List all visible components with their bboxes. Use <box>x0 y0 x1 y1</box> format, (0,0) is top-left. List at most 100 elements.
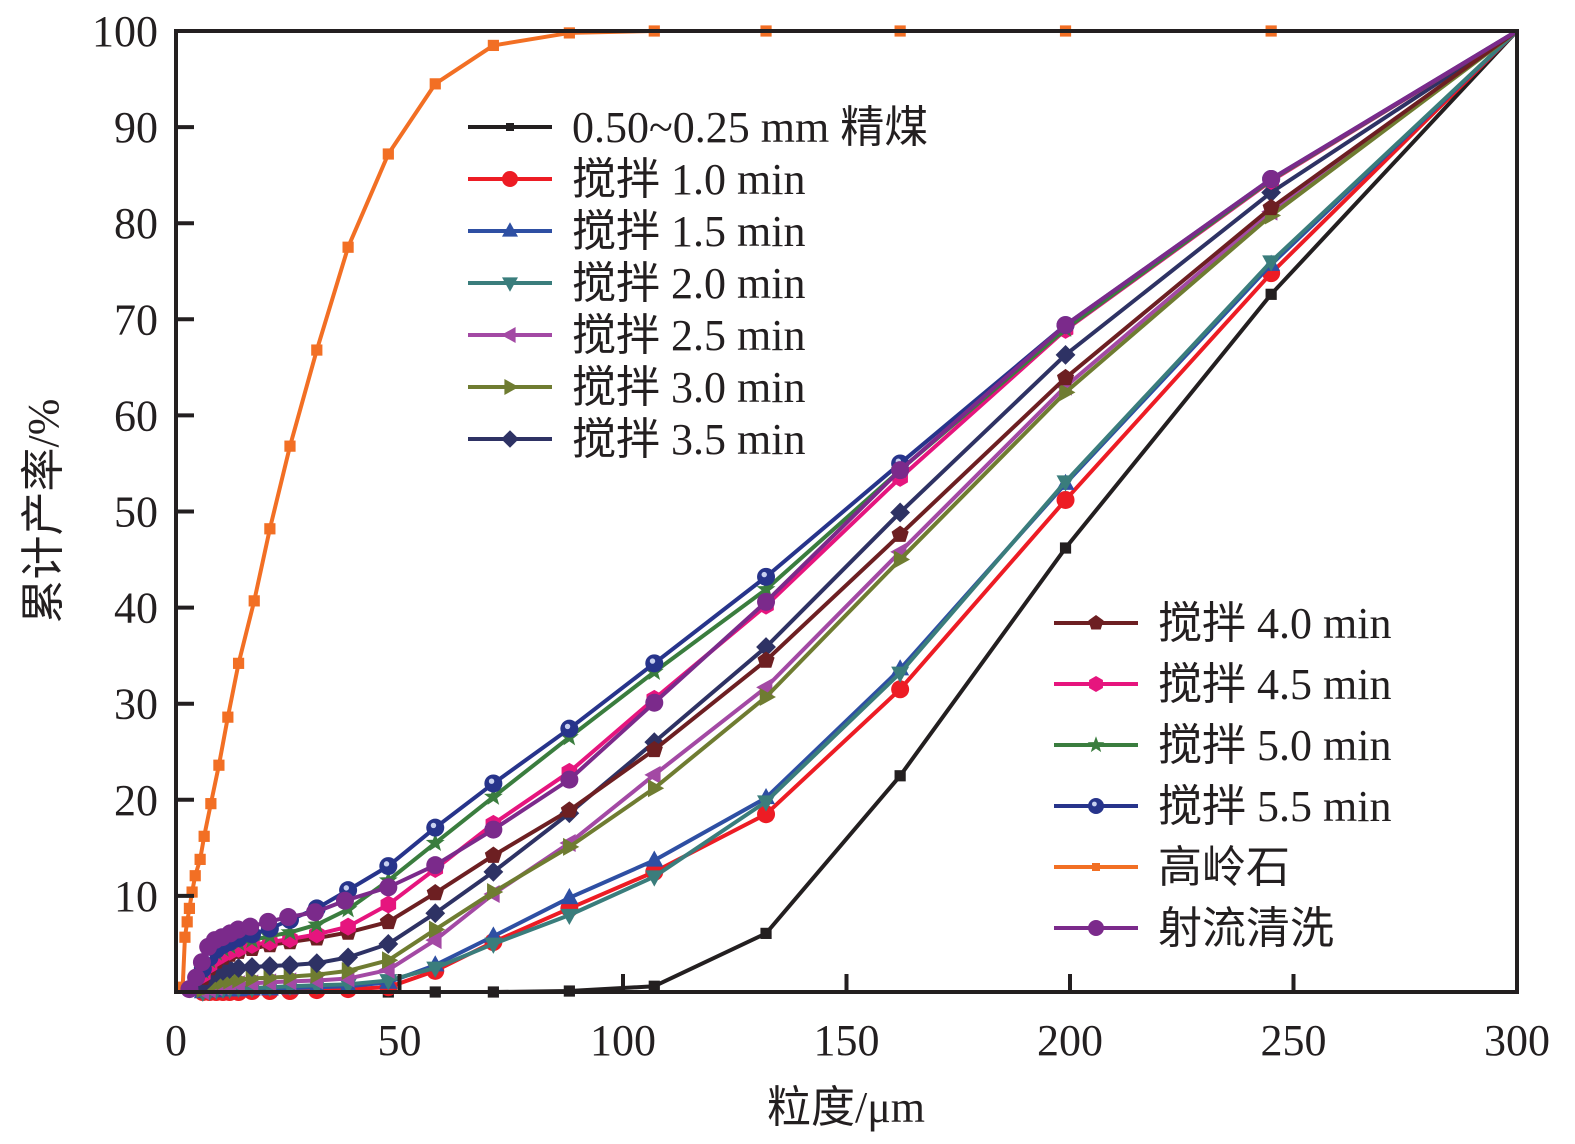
data-point <box>342 241 354 253</box>
data-point <box>429 78 441 90</box>
legend-marker <box>504 379 519 395</box>
x-tick-label: 150 <box>814 1016 880 1065</box>
marker-highlight <box>1092 801 1097 807</box>
data-point <box>756 637 776 657</box>
data-point <box>241 917 260 936</box>
data-point <box>890 502 911 523</box>
data-point <box>379 857 398 876</box>
data-point <box>192 953 211 972</box>
legend-label: 搅拌 3.0 min <box>572 363 805 412</box>
data-point <box>248 595 260 607</box>
legend-symbol <box>1054 736 1138 753</box>
data-point <box>483 861 504 882</box>
data-point <box>560 908 579 926</box>
legend-marker <box>1087 736 1105 753</box>
legend-label: 搅拌 2.5 min <box>572 311 805 360</box>
data-point <box>645 870 664 887</box>
data-point <box>186 886 198 898</box>
y-tick-label: 20 <box>114 776 158 825</box>
data-point <box>644 765 661 784</box>
data-point <box>645 693 664 712</box>
legend-marker <box>1088 615 1104 630</box>
legend-label: 搅拌 3.5 min <box>572 415 805 464</box>
y-tick-label: 50 <box>114 488 158 537</box>
data-point <box>340 917 356 936</box>
data-point <box>757 567 776 586</box>
data-point <box>560 887 579 905</box>
legend-label: 搅拌 4.5 min <box>1158 660 1391 709</box>
data-point <box>179 931 191 943</box>
y-tick-label: 70 <box>114 295 158 344</box>
data-point <box>280 922 300 941</box>
x-tick-labels: 0 50 100 150 200 250 300 <box>165 1016 1550 1065</box>
data-point <box>484 846 502 863</box>
data-point <box>189 870 201 882</box>
data-point <box>426 818 445 837</box>
marker-highlight <box>383 861 390 867</box>
data-point <box>242 957 262 977</box>
data-point <box>484 937 503 954</box>
x-tick-label: 200 <box>1037 1016 1103 1065</box>
legend-symbol <box>468 379 552 395</box>
data-point <box>647 779 665 798</box>
y-tick-label: 10 <box>114 872 158 921</box>
series-6 <box>192 29 1519 995</box>
data-point <box>259 912 278 931</box>
data-point <box>1056 475 1075 492</box>
data-point <box>1265 288 1277 300</box>
legend-item: 搅拌 1.0 min <box>468 155 805 204</box>
data-point <box>187 968 206 987</box>
legend-label: 0.50~0.25 mm 精煤 <box>572 103 928 152</box>
y-tick-label: 30 <box>114 680 158 729</box>
marker-highlight <box>564 723 571 730</box>
legend-marker <box>502 222 518 237</box>
data-point <box>484 774 503 793</box>
data-point <box>483 787 503 805</box>
data-point <box>1055 344 1076 365</box>
legend-marker <box>1092 863 1100 871</box>
data-point <box>1056 368 1075 386</box>
legend-item: 搅拌 2.5 min <box>468 311 805 360</box>
data-point <box>228 958 249 978</box>
data-point <box>891 680 910 699</box>
legend-symbol <box>468 222 552 237</box>
legend-marker <box>501 430 519 448</box>
y-tick-label: 100 <box>92 7 158 56</box>
series-line <box>388 29 1519 994</box>
legend-label: 搅拌 1.5 min <box>572 207 805 256</box>
legend-label: 高岭石 <box>1158 843 1290 892</box>
data-point <box>645 850 664 867</box>
legend-item: 搅拌 5.5 min <box>1054 782 1391 831</box>
y-tick-labels: 10 20 30 40 50 60 70 80 90 100 <box>92 7 158 921</box>
x-tick-label: 300 <box>1484 1016 1550 1065</box>
ticks-layer <box>176 125 1296 992</box>
legend-marker <box>501 327 516 343</box>
data-point <box>379 974 398 991</box>
legend-symbol <box>468 327 552 343</box>
data-point <box>222 711 234 723</box>
data-point <box>891 525 909 542</box>
legend-item: 0.50~0.25 mm 精煤 <box>468 103 928 152</box>
data-point <box>426 961 445 978</box>
legend-symbol <box>1054 615 1138 630</box>
data-point <box>425 931 442 950</box>
legend-symbol <box>1054 863 1138 871</box>
data-point <box>259 956 280 976</box>
data-point <box>757 805 776 824</box>
legend-symbol <box>468 277 552 292</box>
data-point <box>894 770 906 782</box>
data-point <box>306 953 327 974</box>
legend-marker <box>1088 920 1104 936</box>
data-point <box>1059 383 1076 402</box>
legend-label: 搅拌 1.0 min <box>572 155 805 204</box>
marker-highlight <box>343 885 349 891</box>
legend-symbol <box>1054 798 1138 814</box>
legend-label: 搅拌 2.0 min <box>572 259 805 308</box>
data-point <box>378 960 395 979</box>
y-tick-label: 40 <box>114 584 158 633</box>
data-point <box>183 902 196 914</box>
data-point <box>648 980 660 992</box>
data-point <box>757 592 776 611</box>
data-point <box>560 719 579 738</box>
x-tick-label: 100 <box>590 1016 656 1065</box>
